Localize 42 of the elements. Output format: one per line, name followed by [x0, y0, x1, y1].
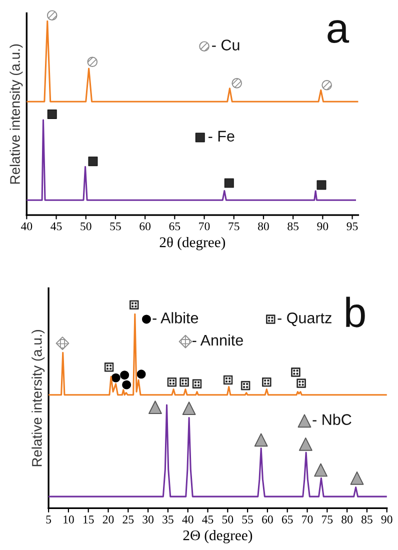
annotation: - NbC	[312, 414, 352, 425]
x-tick-label: 15	[83, 516, 94, 524]
x-tick-label: 10	[64, 515, 74, 524]
x-tick-label: 20	[102, 515, 114, 524]
x-tick-label: 40	[20, 222, 32, 230]
x-tick-label: 80	[342, 515, 353, 524]
x-tick-label: 75	[322, 516, 333, 524]
x-tick-label: 65	[282, 516, 293, 524]
x-tick-label: 30	[142, 515, 154, 524]
x-tick-label: 50	[222, 515, 234, 524]
annotation: - Cu	[212, 40, 240, 50]
x-tick-label: 75	[228, 222, 240, 230]
annotation: - Annite	[192, 334, 243, 346]
x-tick-label: 5	[46, 516, 52, 524]
x-tick-label: 25	[122, 516, 134, 524]
x-tick-label: 60	[140, 222, 151, 230]
x-tick-label: 70	[199, 222, 210, 230]
x-tick-label: 85	[362, 515, 372, 524]
x-tick-label: 50	[80, 222, 92, 230]
y-axis-title: Relative intensity (a.u.)	[10, 44, 23, 184]
x-tick-label: 45	[50, 222, 62, 230]
annotation: a	[328, 20, 350, 43]
x-tick-label: 40	[182, 515, 194, 524]
x-tick-label: 45	[202, 516, 214, 524]
x-tick-label: 55	[242, 516, 253, 524]
x-tick-label: 55	[110, 222, 121, 230]
x-tick-label: 35	[162, 516, 174, 524]
x-tick-label: 90	[381, 515, 392, 524]
annotation: - Albite	[152, 312, 198, 324]
x-tick-label: 70	[302, 515, 313, 524]
annotation: b	[346, 296, 365, 328]
x-tick-label: 85	[288, 222, 299, 230]
x-axis-title: 2θ (degree)	[160, 236, 226, 250]
x-tick-label: 90	[317, 222, 328, 230]
x-tick-label: 95	[346, 222, 358, 230]
x-tick-label: 60	[262, 515, 273, 524]
x-tick-label: 65	[169, 222, 180, 230]
annotation: - Fe	[208, 130, 234, 142]
annotation: - Quartz	[278, 312, 332, 326]
x-axis-title: 2Θ (degree)	[183, 530, 252, 544]
y-axis-title: Relative intersity (a.u.)	[32, 330, 45, 466]
x-tick-label: 80	[258, 222, 269, 230]
